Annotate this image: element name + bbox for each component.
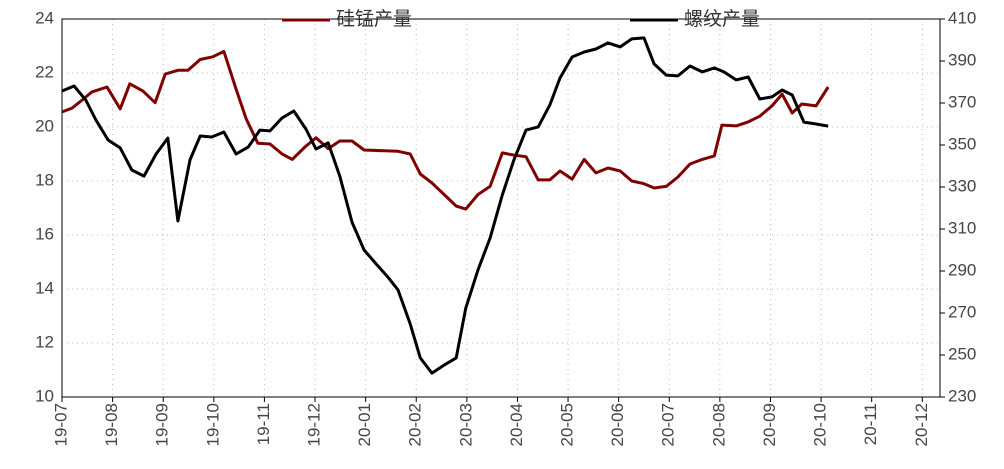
x-tick-label: 20-08 — [709, 403, 728, 446]
y-tick-label: 24 — [35, 8, 54, 27]
y-tick-label: 14 — [35, 278, 54, 297]
y2-tick-label: 290 — [948, 260, 976, 279]
legend-label: 硅锰产量 — [336, 8, 412, 30]
y2-tick-label: 350 — [948, 134, 976, 153]
y-tick-label: 22 — [35, 62, 54, 81]
x-tick-label: 19-09 — [153, 403, 172, 446]
x-tick-label: 20-05 — [558, 403, 577, 446]
legend-label: 螺纹产量 — [684, 8, 760, 30]
x-tick-label: 20-01 — [355, 403, 374, 446]
y2-tick-label: 270 — [948, 302, 976, 321]
x-tick-label: 19-12 — [305, 403, 324, 446]
y-tick-label: 18 — [35, 170, 54, 189]
y2-tick-label: 230 — [948, 386, 976, 405]
x-tick-label: 20-11 — [861, 403, 880, 445]
x-tick-label: 20-06 — [608, 403, 627, 446]
x-tick-label: 20-12 — [912, 403, 931, 446]
y2-tick-label: 310 — [948, 218, 976, 237]
x-tick-label: 20-04 — [507, 403, 526, 446]
x-tick-label: 19-10 — [203, 403, 222, 446]
y-tick-label: 16 — [35, 224, 54, 243]
x-tick-label: 19-11 — [254, 403, 273, 445]
x-tick-label: 20-07 — [659, 403, 678, 446]
y-tick-label: 10 — [35, 386, 54, 405]
x-tick-label: 19-07 — [51, 403, 70, 446]
series-line — [61, 36, 829, 375]
y2-tick-label: 250 — [948, 344, 976, 363]
x-tick-label: 20-09 — [760, 403, 779, 446]
y2-tick-label: 370 — [948, 92, 976, 111]
y2-tick-label: 410 — [948, 8, 976, 27]
y2-tick-label: 330 — [948, 176, 976, 195]
plot-frame — [61, 18, 941, 398]
y-tick-label: 12 — [35, 332, 54, 351]
x-tick-label: 20-03 — [456, 403, 475, 446]
x-tick-label: 19-08 — [102, 403, 121, 446]
series-line — [61, 49, 830, 211]
x-tick-label: 20-10 — [811, 403, 830, 446]
y-tick-label: 20 — [35, 116, 54, 135]
y2-tick-label: 390 — [948, 50, 976, 69]
x-tick-label: 20-02 — [406, 403, 425, 446]
